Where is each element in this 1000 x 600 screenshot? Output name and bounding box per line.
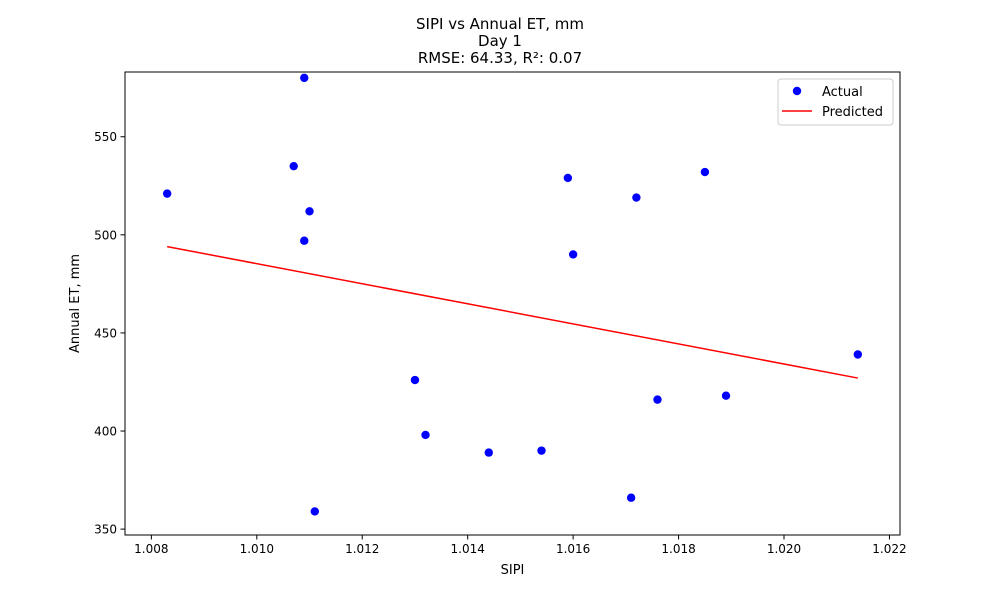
x-tick-label: 1.014 bbox=[451, 542, 485, 556]
plot-frame bbox=[124, 71, 901, 536]
y-tick-label: 500 bbox=[94, 228, 117, 242]
x-axis-label: SIPI bbox=[501, 563, 525, 578]
y-tick-label: 400 bbox=[94, 425, 117, 439]
chart-metrics: RMSE: 64.33, R²: 0.07 bbox=[417, 49, 583, 67]
data-point-17 bbox=[721, 391, 731, 400]
x-tick-label: 1.020 bbox=[767, 542, 801, 556]
data-point-16 bbox=[700, 167, 710, 177]
legend-label: Predicted bbox=[822, 105, 883, 120]
x-tick-label: 1.008 bbox=[134, 542, 168, 556]
data-point-12 bbox=[568, 250, 578, 259]
data-point-8 bbox=[421, 430, 430, 440]
data-point-14 bbox=[632, 193, 641, 202]
x-tick-label: 1.018 bbox=[661, 542, 695, 556]
y-tick-label: 450 bbox=[94, 326, 117, 340]
legend: Actual Predicted bbox=[777, 78, 894, 126]
data-point-1 bbox=[162, 189, 172, 198]
x-tick-label: 1.010 bbox=[240, 542, 274, 556]
legend-label: Actual bbox=[822, 85, 863, 100]
plot-area bbox=[162, 73, 863, 516]
data-point-15 bbox=[653, 395, 662, 404]
legend-marker-swatch bbox=[792, 86, 802, 96]
legend-box bbox=[777, 78, 894, 126]
chart-title: SIPI vs Annual ET, mm bbox=[416, 15, 584, 33]
data-point-11 bbox=[563, 173, 573, 183]
data-point-18 bbox=[853, 350, 863, 359]
y-tick-label: 350 bbox=[94, 523, 117, 537]
x-tick-label: 1.016 bbox=[556, 542, 590, 556]
data-point-2 bbox=[289, 161, 298, 171]
data-point-5 bbox=[305, 207, 314, 216]
data-point-13 bbox=[626, 493, 636, 502]
chart-subtitle: Day 1 bbox=[478, 32, 522, 50]
data-point-9 bbox=[484, 448, 493, 457]
data-point-4 bbox=[300, 236, 309, 245]
y-axis-label: Annual ET, mm bbox=[68, 254, 83, 353]
y-tick-label: 550 bbox=[94, 130, 117, 144]
data-point-6 bbox=[310, 507, 319, 516]
data-point-3 bbox=[300, 73, 309, 83]
data-point-7 bbox=[410, 375, 420, 385]
x-axis: 1.008 1.010 1.012 1.014 1.016 1.018 1.020 1.022 bbox=[134, 535, 907, 556]
x-tick-label: 1.012 bbox=[345, 542, 379, 556]
y-axis: 350 400 450 500 550 bbox=[94, 130, 125, 537]
data-point-10 bbox=[537, 446, 546, 455]
predicted-line bbox=[167, 245, 858, 379]
x-tick-label: 1.022 bbox=[872, 542, 906, 556]
